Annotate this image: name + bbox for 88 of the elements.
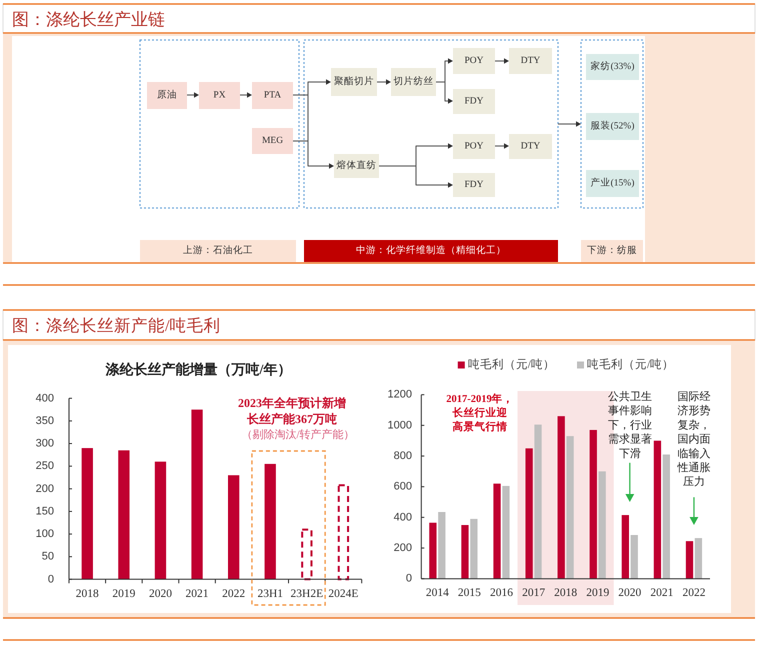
bar bbox=[662, 454, 670, 579]
x-tick-label: 2022 bbox=[682, 587, 706, 599]
bar bbox=[598, 471, 606, 579]
bar bbox=[438, 512, 446, 579]
x-tick-label: 2021 bbox=[186, 588, 209, 600]
y-tick-label: 200 bbox=[394, 542, 412, 554]
bar bbox=[429, 522, 437, 579]
text: FDY bbox=[464, 96, 484, 106]
text: DTY bbox=[520, 56, 540, 66]
bar bbox=[525, 448, 533, 579]
text: 切片纺丝 bbox=[394, 75, 434, 87]
bar bbox=[470, 518, 478, 579]
y-tick-label: 800 bbox=[394, 450, 412, 462]
text: 图：涤纶长丝产业链 bbox=[12, 10, 165, 28]
legend-label: 吨毛利（元/吨） bbox=[587, 357, 674, 371]
text: 熔体直纺 bbox=[336, 159, 376, 171]
y-tick-label: 600 bbox=[394, 480, 412, 493]
annotation: 公共卫生事件影响下，行业需求显著下滑 bbox=[608, 390, 652, 460]
x-tick-label: 2016 bbox=[490, 587, 514, 599]
y-tick-label: 350 bbox=[36, 414, 54, 427]
text: 下游：纺服 bbox=[587, 244, 637, 256]
y-tick-label: 0 bbox=[48, 573, 54, 586]
bar bbox=[228, 475, 240, 580]
annotation: 2023年全年预计新增长丝产能367万吨 bbox=[238, 396, 346, 426]
bar bbox=[654, 440, 662, 579]
x-tick-label: 2015 bbox=[458, 587, 482, 599]
bar bbox=[686, 541, 694, 579]
bar bbox=[461, 525, 469, 579]
y-tick-label: 0 bbox=[406, 572, 412, 585]
x-tick-label: 2020 bbox=[618, 587, 642, 599]
x-tick-label: 2021 bbox=[650, 587, 674, 599]
text: 中游：化学纤维制造（精细化工） bbox=[356, 244, 506, 256]
bar bbox=[502, 486, 510, 579]
x-tick-label: 23H1 bbox=[257, 588, 284, 600]
bar bbox=[534, 424, 542, 579]
text: 家纺(33%) bbox=[590, 60, 634, 72]
x-tick-label: 2014 bbox=[426, 587, 450, 599]
chart-title: 涤纶长丝产能增量（万吨/年） bbox=[104, 360, 292, 378]
x-tick-label: 2020 bbox=[148, 588, 172, 600]
text: 聚酯切片 bbox=[334, 75, 374, 87]
y-tick-label: 1200 bbox=[388, 388, 412, 401]
y-tick-label: 1000 bbox=[388, 419, 412, 432]
text: 原油 bbox=[157, 88, 177, 100]
text: 服装(52%) bbox=[590, 120, 634, 132]
text: 产业(15%) bbox=[590, 176, 634, 188]
y-tick-label: 250 bbox=[36, 460, 54, 472]
bar bbox=[622, 515, 630, 579]
y-tick-label: 200 bbox=[36, 482, 54, 495]
x-tick-label: 2018 bbox=[554, 587, 578, 599]
bar bbox=[118, 450, 130, 580]
text: MEG bbox=[262, 136, 284, 146]
x-tick-label: 2019 bbox=[112, 588, 136, 600]
text: PTA bbox=[264, 90, 282, 100]
y-tick-label: 300 bbox=[36, 438, 54, 450]
x-tick-label: 2019 bbox=[586, 587, 610, 599]
y-tick-label: 50 bbox=[42, 550, 54, 563]
y-tick-label: 400 bbox=[36, 392, 54, 404]
y-tick-label: 100 bbox=[36, 528, 54, 540]
text: 图：涤纶长丝新产能/吨毛利 bbox=[12, 316, 221, 334]
x-tick-label: 2024E bbox=[328, 588, 358, 600]
bar bbox=[566, 436, 574, 579]
y-tick-label: 400 bbox=[394, 511, 412, 524]
bar bbox=[590, 430, 597, 579]
annotation: 2017-2019年，长丝行业迎高景气行情 bbox=[446, 392, 514, 432]
x-tick-label: 2017 bbox=[522, 587, 546, 599]
bar bbox=[154, 462, 166, 580]
text: POY bbox=[464, 56, 484, 66]
text: 上游：石油化工 bbox=[183, 244, 253, 256]
text: DTY bbox=[520, 142, 540, 152]
annotation: 国际经济形势复杂，国内面临输入性通胀压力 bbox=[676, 391, 710, 488]
bar bbox=[264, 464, 276, 580]
bar bbox=[301, 528, 312, 580]
bar bbox=[338, 484, 350, 580]
legend-label: 吨毛利（元/吨） bbox=[468, 357, 555, 371]
x-tick-label: 2022 bbox=[222, 588, 246, 600]
text: POY bbox=[464, 142, 484, 152]
bar bbox=[82, 448, 93, 580]
text: PX bbox=[213, 90, 226, 100]
bar bbox=[694, 538, 702, 579]
annotation: （剔除淘汰/转产产能） bbox=[241, 428, 355, 441]
text: FDY bbox=[464, 180, 484, 190]
bar bbox=[558, 416, 565, 579]
x-tick-label: 23H2E bbox=[290, 588, 324, 600]
y-tick-label: 150 bbox=[36, 505, 54, 518]
bar bbox=[191, 410, 203, 580]
bar bbox=[630, 535, 638, 579]
x-tick-label: 2018 bbox=[76, 588, 100, 600]
bar bbox=[493, 484, 501, 579]
